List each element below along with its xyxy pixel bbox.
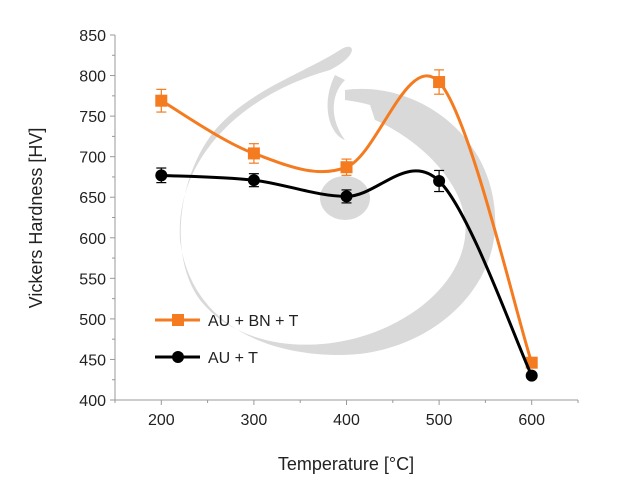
y-tick-label: 650 bbox=[79, 190, 106, 207]
legend: AU + BN + T AU + T bbox=[155, 313, 299, 367]
axes: 400 450 500 550 600 650 700 750 800 850 200 300 400 5… bbox=[79, 28, 579, 429]
x-tick-label: 300 bbox=[241, 412, 268, 429]
data-point bbox=[247, 147, 260, 160]
y-tick-label: 800 bbox=[79, 69, 106, 86]
data-point bbox=[525, 369, 538, 382]
y-tick-label: 750 bbox=[79, 109, 106, 126]
y-tick-label: 450 bbox=[79, 352, 106, 369]
series-1 bbox=[155, 69, 538, 369]
x-axis-label: Temperature [°C] bbox=[278, 454, 414, 474]
legend-marker bbox=[172, 314, 184, 326]
data-point bbox=[433, 175, 446, 187]
legend-marker bbox=[172, 351, 184, 363]
series-line bbox=[161, 169, 534, 377]
x-tick-label: 200 bbox=[148, 412, 175, 429]
watermark-shape bbox=[327, 75, 345, 140]
watermark-shape bbox=[345, 88, 496, 230]
x-tick-label: 500 bbox=[426, 412, 453, 429]
data-point bbox=[155, 94, 168, 107]
data-point bbox=[433, 76, 446, 89]
y-tick-label: 600 bbox=[79, 231, 106, 248]
data-point bbox=[340, 190, 353, 203]
data-point bbox=[247, 174, 260, 187]
data-point bbox=[155, 169, 168, 182]
y-tick-label: 500 bbox=[79, 312, 106, 329]
y-tick-label: 400 bbox=[79, 393, 106, 410]
y-tick-label: 850 bbox=[79, 28, 106, 45]
y-tick-label: 550 bbox=[79, 271, 106, 288]
legend-label: AU + BN + T bbox=[208, 313, 299, 330]
x-tick-label: 400 bbox=[333, 412, 360, 429]
y-axis-label: Vickers Hardness [HV] bbox=[26, 128, 46, 309]
y-tick-label: 700 bbox=[79, 150, 106, 167]
data-point bbox=[340, 161, 353, 174]
legend-label: AU + T bbox=[208, 350, 258, 367]
series-layer bbox=[155, 69, 538, 382]
series-line bbox=[160, 74, 534, 364]
x-tick-label: 600 bbox=[518, 412, 545, 429]
series-2 bbox=[155, 167, 538, 382]
